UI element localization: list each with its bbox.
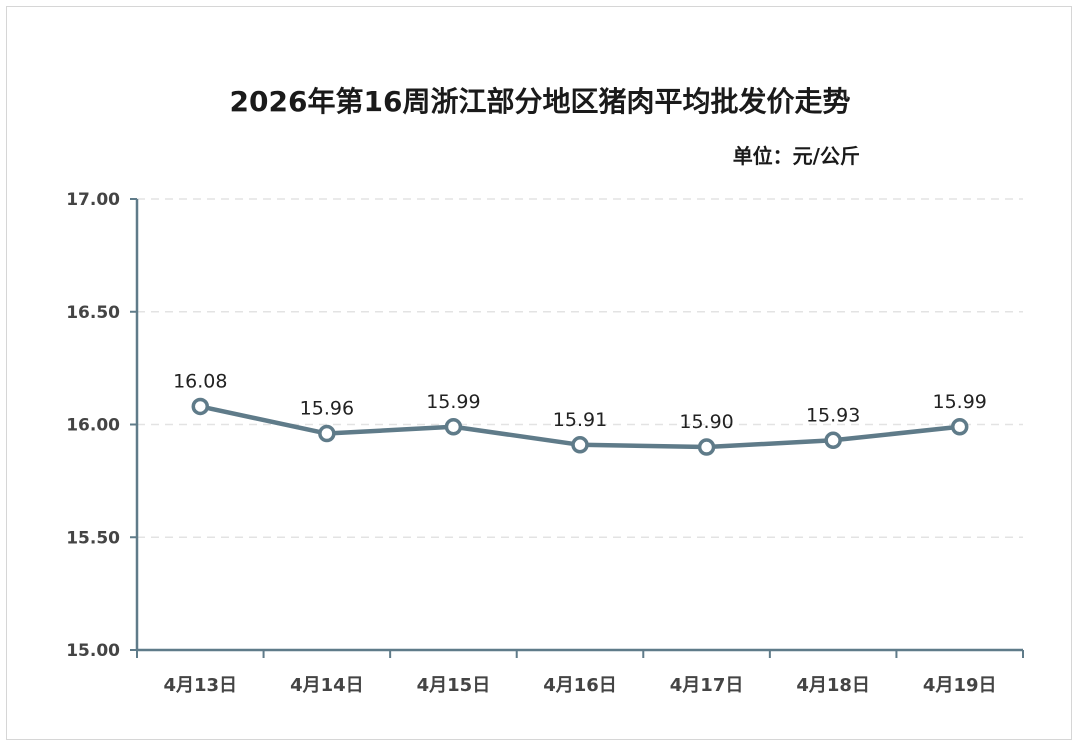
data-label: 15.91: [553, 409, 607, 431]
x-tick-label: 4月19日: [923, 675, 997, 696]
x-tick-label: 4月16日: [543, 675, 617, 696]
data-point: [191, 397, 210, 416]
data-point: [950, 418, 969, 436]
data-label: 15.93: [806, 404, 860, 426]
x-tick-label: 4月17日: [670, 675, 744, 696]
x-tick-label: 4月15日: [417, 675, 491, 696]
x-tick-label: 4月13日: [163, 675, 237, 696]
data-label: 15.99: [426, 391, 480, 413]
data-point: [444, 418, 463, 436]
data-label: 15.96: [300, 398, 354, 420]
unit-label: 单位：元/公斤: [732, 144, 860, 168]
data-label: 16.08: [173, 370, 227, 392]
chart-title: 2026年第16周浙江部分地区猪肉平均批发价走势: [229, 85, 851, 118]
x-tick-label: 4月18日: [796, 675, 870, 696]
data-point: [697, 438, 716, 456]
data-point: [824, 431, 842, 450]
data-point: [571, 436, 589, 454]
y-tick-label: 15.50: [66, 528, 120, 548]
data-point: [318, 424, 336, 443]
y-tick-label: 15.00: [66, 641, 120, 661]
y-tick-label: 16.00: [66, 416, 120, 436]
y-tick-label: 17.00: [66, 190, 120, 210]
x-tick-label: 4月14日: [290, 675, 364, 696]
data-label: 15.90: [679, 411, 733, 433]
y-tick-label: 16.50: [66, 303, 120, 323]
chart-frame: [6, 6, 1072, 740]
data-label: 15.99: [933, 391, 987, 413]
